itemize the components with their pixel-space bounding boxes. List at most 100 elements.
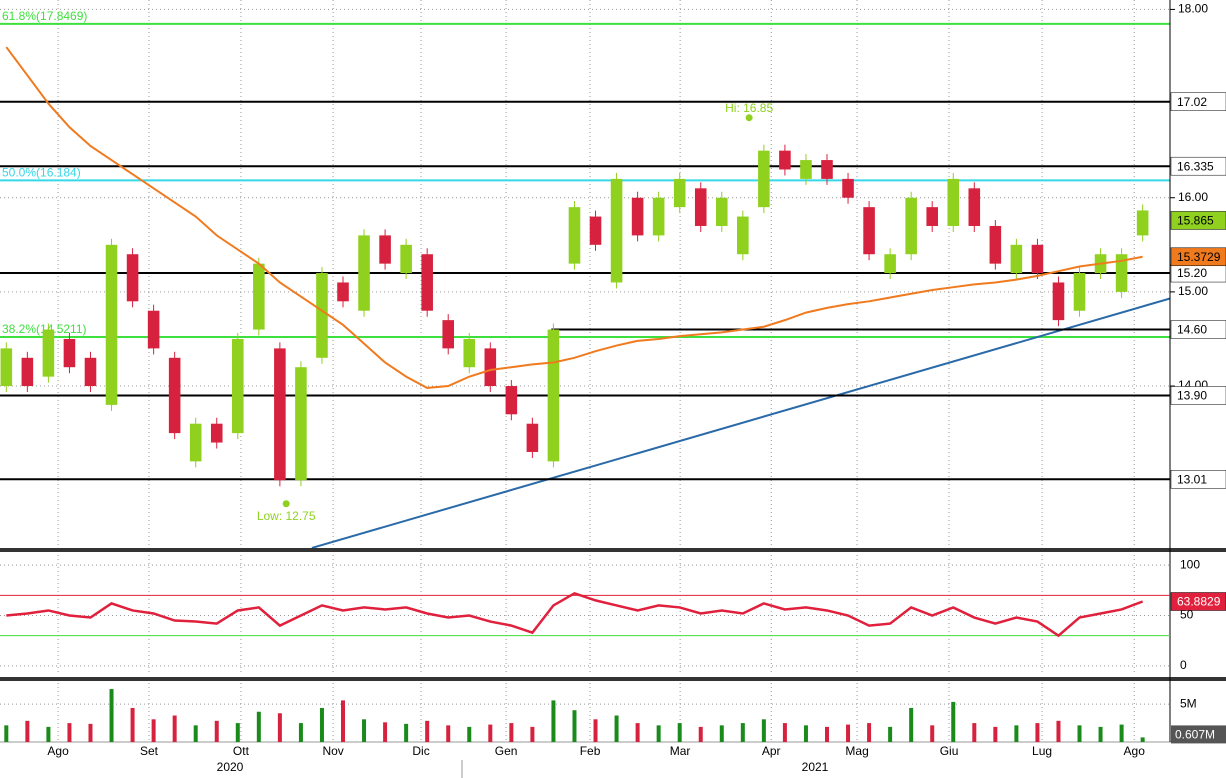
x-tick-label: Mag <box>845 744 868 758</box>
candle <box>21 357 34 387</box>
candle <box>905 197 917 255</box>
candle <box>1073 273 1086 311</box>
volume-bar <box>298 723 303 742</box>
candle <box>63 338 76 368</box>
candle <box>526 423 539 452</box>
volume-bar <box>467 726 472 742</box>
candle <box>758 150 770 208</box>
volume-bar <box>214 720 219 742</box>
volume-bar <box>867 723 872 742</box>
candle <box>253 263 265 330</box>
volume-bar <box>1056 720 1061 742</box>
candle <box>210 423 223 443</box>
last-price-label-bg <box>1170 211 1226 230</box>
x-tick-label: Giu <box>940 744 959 758</box>
volume-bar <box>425 720 430 742</box>
candle <box>589 216 602 245</box>
volume-bar <box>4 725 9 742</box>
candle <box>168 357 181 434</box>
candle <box>800 160 812 179</box>
ma-label: 15.3729 <box>1177 250 1221 264</box>
level-label-bg <box>1170 470 1226 489</box>
candle <box>926 207 938 226</box>
volume-bar <box>614 715 619 742</box>
candle <box>631 197 644 236</box>
candle <box>274 348 286 481</box>
volume-bar <box>67 723 72 742</box>
volume-bar <box>404 723 409 742</box>
y-tick-label: 0 <box>1180 658 1187 672</box>
fib-label: 61.8%(17.8469) <box>2 9 87 23</box>
candle <box>989 225 1002 264</box>
volume-bar <box>993 726 998 742</box>
volume-bar <box>1119 724 1124 742</box>
volume-bar <box>46 726 51 742</box>
x-tick-label: Mar <box>670 744 691 758</box>
rsi-label-bg <box>1170 592 1226 611</box>
candle <box>42 329 55 377</box>
candle <box>652 197 665 236</box>
candle <box>1136 210 1149 236</box>
candle <box>0 348 13 387</box>
candle <box>1031 244 1044 274</box>
trendline <box>311 297 1171 549</box>
volume-bar <box>25 720 30 742</box>
x-tick-label: Feb <box>580 744 601 758</box>
y-tick-label: 15.00 <box>1178 284 1208 298</box>
volume-bar <box>1098 726 1103 742</box>
volume-bar <box>551 700 556 742</box>
volume-bar <box>319 707 324 742</box>
rsi-label: 63.8829 <box>1177 595 1221 609</box>
volume-bar <box>1140 737 1145 742</box>
candle <box>316 273 328 358</box>
volume-bar <box>951 701 956 742</box>
volume-bar <box>277 713 282 742</box>
last-price-label: 15.865 <box>1177 214 1214 228</box>
volume-bar <box>740 723 745 742</box>
moving-average <box>5 46 1143 389</box>
annotation: Hi: 16.85 <box>725 101 773 115</box>
volume-bar <box>635 723 640 742</box>
volume-bar <box>824 726 829 742</box>
candle <box>105 244 118 405</box>
volume-bar <box>1077 725 1082 742</box>
x-tick-label: Lug <box>1032 744 1052 758</box>
candle <box>547 329 560 462</box>
volume-bar <box>677 723 682 742</box>
x-tick-label: Dic <box>412 744 429 758</box>
annotation-dot <box>745 114 753 122</box>
level-label: 17.02 <box>1177 95 1207 109</box>
candle <box>358 235 370 311</box>
candle <box>715 197 728 226</box>
volume-tag-bg <box>1171 725 1226 744</box>
volume-bar <box>362 719 367 742</box>
candle <box>84 357 97 387</box>
volume-bar <box>383 722 388 742</box>
ma-label-bg <box>1170 247 1226 267</box>
volume-bar <box>235 723 240 742</box>
y-tick-label: 50 <box>1180 608 1194 622</box>
fib-label: 38.2%(14.5211) <box>2 322 87 336</box>
candle <box>379 235 391 264</box>
y-tick-label: 5M <box>1180 696 1197 710</box>
volume-bar <box>1014 725 1019 742</box>
volume-bar <box>656 725 661 742</box>
y-tick-label: 18.00 <box>1178 2 1208 16</box>
candle <box>673 178 686 208</box>
volume-bar <box>109 689 114 742</box>
volume-bar <box>130 707 135 742</box>
x-tick-label: Nov <box>322 744 343 758</box>
x-tick-label: Apr <box>762 744 781 758</box>
x-tick-label: Ago <box>1124 744 1146 758</box>
volume-bar <box>530 726 535 742</box>
level-label: 13.90 <box>1177 389 1207 403</box>
rsi-line <box>6 591 1144 638</box>
candle <box>737 216 749 255</box>
candle <box>232 338 244 434</box>
annotation: Low: 12.75 <box>257 509 316 523</box>
x-tick-label: Gen <box>495 744 518 758</box>
year-label: 2020 <box>217 760 244 774</box>
x-tick-label: Set <box>140 744 159 758</box>
candle <box>1115 254 1128 292</box>
x-tick-label: Ago <box>47 744 69 758</box>
